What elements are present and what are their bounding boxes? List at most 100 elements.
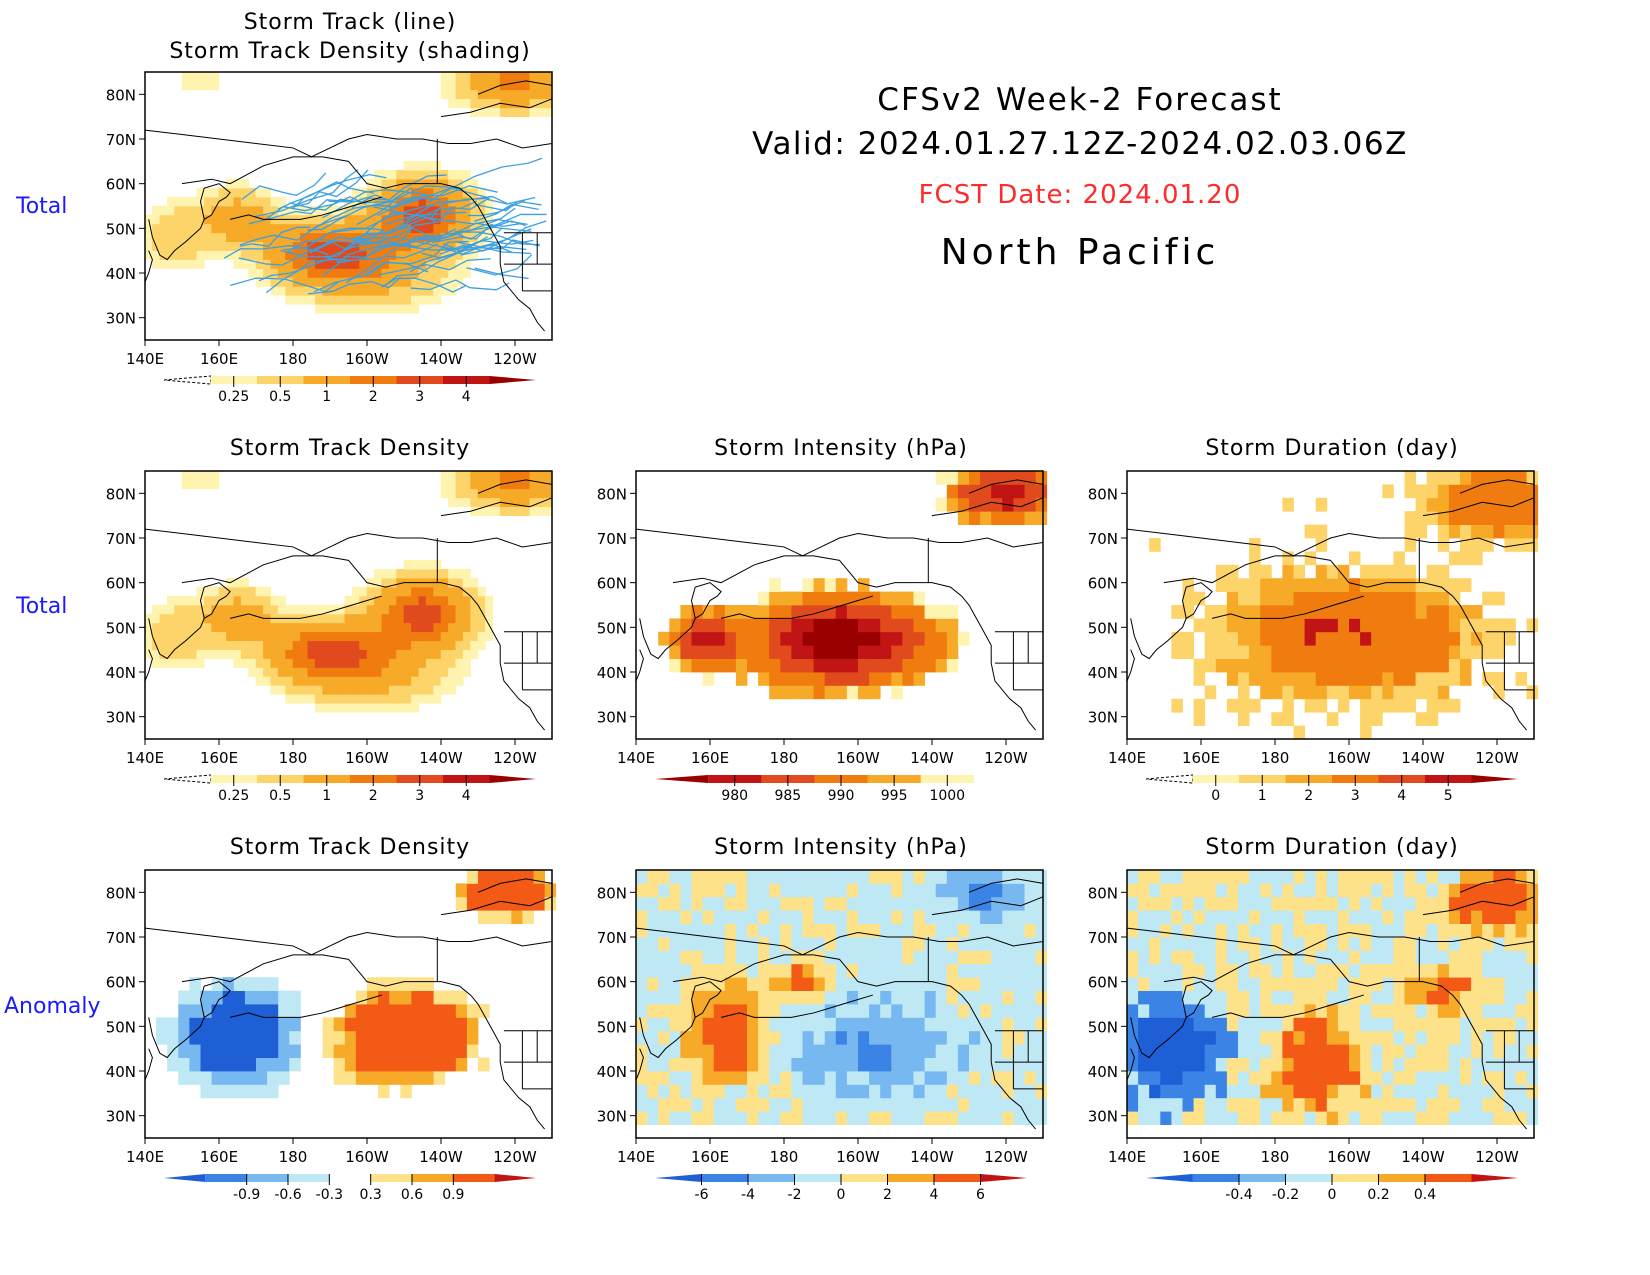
grid-cell xyxy=(924,870,937,884)
grid-cell xyxy=(1337,1084,1350,1099)
density-cell xyxy=(307,205,316,216)
density-cell xyxy=(440,214,449,225)
colorbar-label: 995 xyxy=(881,788,908,804)
grid-cell xyxy=(647,1071,659,1085)
grid-cell xyxy=(1304,870,1317,884)
grid-cell xyxy=(1149,896,1161,911)
grid-cell xyxy=(1160,883,1172,898)
lat-tick-label: 80N xyxy=(1088,884,1118,902)
grid-cell xyxy=(713,631,726,646)
density-cell xyxy=(455,676,464,686)
grid-cell xyxy=(1304,1057,1317,1072)
grid-cell xyxy=(1215,605,1228,619)
coastline xyxy=(440,896,553,916)
density-cell xyxy=(233,178,242,189)
grid-cell xyxy=(891,1030,903,1045)
density-cell xyxy=(418,169,427,180)
grid-cell xyxy=(1293,564,1305,579)
colorbar-label: 0.5 xyxy=(269,389,291,405)
grid-cell xyxy=(1226,658,1239,673)
grid-cell xyxy=(769,618,781,633)
grid-cell xyxy=(1337,1097,1350,1112)
grid-cell xyxy=(680,658,692,673)
grid-cell xyxy=(813,1057,826,1072)
panel-title-storm-track-line: Storm Track (line) xyxy=(243,10,457,35)
coastline xyxy=(144,129,553,158)
grid-cell xyxy=(680,1017,692,1032)
grid-cell xyxy=(1002,1057,1014,1072)
density-cell xyxy=(381,303,390,314)
storm-track-line xyxy=(307,196,417,234)
density-cell xyxy=(418,187,427,198)
density-cell xyxy=(485,80,494,91)
density-cell xyxy=(381,178,390,189)
grid-cell xyxy=(769,685,781,700)
density-cell xyxy=(285,640,294,650)
grid-cell xyxy=(969,1017,981,1032)
grid-cell xyxy=(1504,1057,1516,1072)
grid-cell xyxy=(1171,698,1183,713)
density-cell xyxy=(492,479,501,490)
grid-cell xyxy=(1360,937,1372,951)
grid-cell xyxy=(636,977,648,991)
grid-cell xyxy=(669,1044,681,1058)
grid-cell xyxy=(1382,1057,1394,1072)
grid-cell xyxy=(1404,511,1416,525)
grid-cell xyxy=(835,685,848,700)
grid-cell xyxy=(713,1004,726,1018)
density-cell xyxy=(255,223,264,234)
grid-cell xyxy=(758,950,770,965)
grid-cell xyxy=(735,950,748,965)
density-cell xyxy=(418,223,427,234)
grid-cell xyxy=(378,1044,390,1058)
grid-cell xyxy=(902,923,914,938)
grid-cell xyxy=(1293,1071,1305,1085)
grid-cell xyxy=(869,685,881,700)
grid-cell xyxy=(1002,923,1014,938)
grid-cell xyxy=(489,910,501,924)
lon-tick-label: 160W xyxy=(345,749,389,767)
density-cell xyxy=(440,658,449,668)
grid-cell xyxy=(980,1111,992,1125)
grid-cell xyxy=(946,910,959,924)
density-cell xyxy=(270,658,279,668)
colorbar-label: 4 xyxy=(1397,788,1406,804)
grid-cell xyxy=(869,618,881,633)
density-cell xyxy=(359,241,368,251)
grid-cell xyxy=(1304,896,1317,911)
grid-cell xyxy=(233,1084,246,1099)
grid-cell xyxy=(1460,658,1472,673)
grid-cell xyxy=(1315,645,1328,659)
colorbar-arrow-left xyxy=(163,375,211,385)
grid-cell xyxy=(1360,1017,1372,1032)
grid-cell xyxy=(411,1044,423,1058)
density-cell xyxy=(507,488,516,499)
grid-cell xyxy=(1035,1071,1048,1085)
grid-cell xyxy=(1013,484,1025,499)
density-cell xyxy=(233,232,242,243)
grid-cell xyxy=(946,883,959,898)
grid-cell xyxy=(713,1044,726,1058)
grid-cell xyxy=(1182,591,1194,606)
grid-cell xyxy=(991,963,1003,978)
grid-cell xyxy=(1315,578,1328,592)
lon-tick-label: 160W xyxy=(345,350,389,368)
density-cell xyxy=(411,702,420,713)
grid-cell xyxy=(1282,883,1294,898)
grid-cell xyxy=(1260,605,1272,619)
density-cell xyxy=(529,479,538,490)
lon-tick-label: 180 xyxy=(770,1148,799,1166)
grid-cell xyxy=(1460,963,1472,978)
grid-cell xyxy=(702,605,715,619)
grid-cell xyxy=(791,977,803,991)
density-cell xyxy=(425,232,434,243)
grid-cell xyxy=(1404,937,1416,951)
grid-cell xyxy=(758,645,770,659)
grid-cell xyxy=(846,1044,859,1058)
density-cell xyxy=(492,497,501,508)
grid-cell xyxy=(791,1097,803,1112)
grid-cell xyxy=(1013,950,1025,965)
grid-cell xyxy=(189,1017,201,1032)
density-cell xyxy=(211,604,220,615)
density-cell xyxy=(462,658,471,668)
